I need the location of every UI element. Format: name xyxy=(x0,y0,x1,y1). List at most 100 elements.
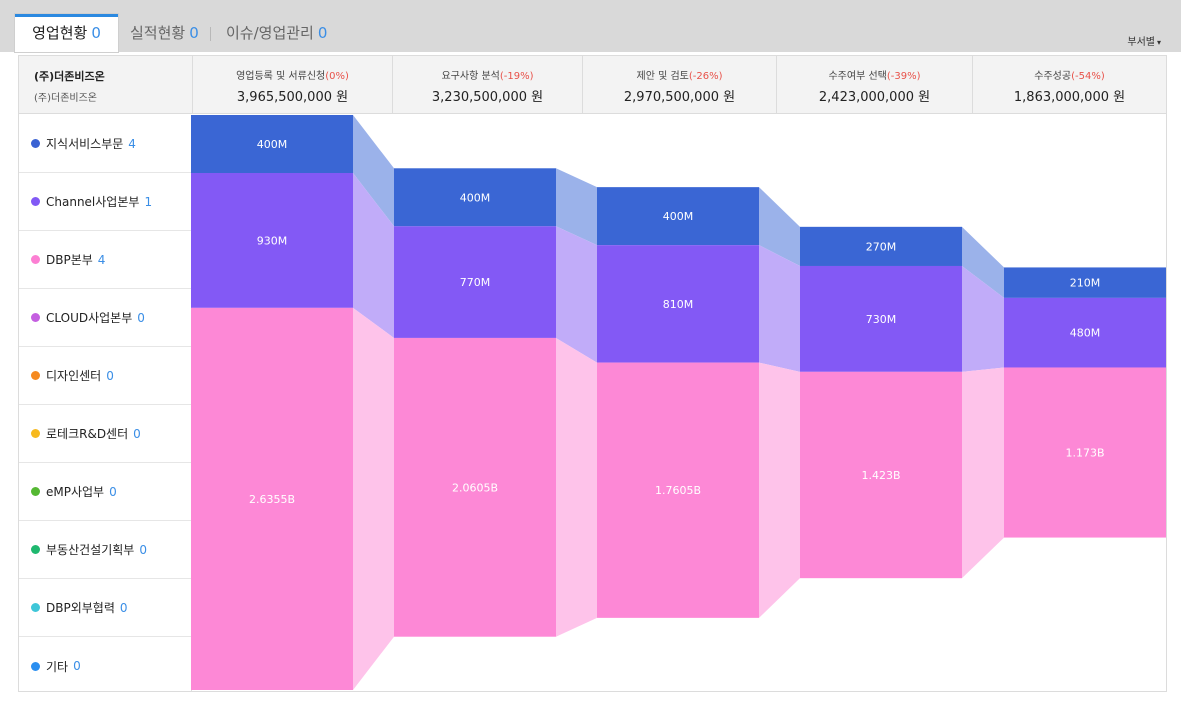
funnel-link xyxy=(556,168,597,246)
legend-item[interactable]: 기타 0 xyxy=(19,637,191,695)
department-filter-dropdown[interactable]: 부서별 ▾ xyxy=(1127,33,1161,48)
department-filter-label: 부서별 xyxy=(1127,37,1155,48)
top-tab-bar: 영업현황 0 실적현황 0 이슈/영업관리 0 부서별 ▾ xyxy=(0,0,1181,52)
stage-change-pct: (-26%) xyxy=(688,71,723,82)
legend-count: 0 xyxy=(106,368,114,383)
legend-item[interactable]: 로테크R&D센터 0 xyxy=(19,405,191,463)
segment-value-label: 400M xyxy=(663,210,694,223)
segment-value-label: 270M xyxy=(866,240,897,253)
legend-dot-icon xyxy=(31,313,40,322)
funnel-bar-segment[interactable] xyxy=(800,371,962,579)
funnel-link xyxy=(353,307,394,690)
funnel-link xyxy=(353,173,394,338)
funnel-bar-segment[interactable] xyxy=(1004,367,1166,538)
legend-label: 부동산건설기획부 xyxy=(46,543,135,557)
stage-change-pct: (-39%) xyxy=(886,71,921,82)
tab-performance-status-label: 실적현황 xyxy=(130,24,186,42)
funnel-link xyxy=(556,226,597,363)
stage-amount: 2,423,000,000 원 xyxy=(818,90,931,105)
legend-item[interactable]: 디자인센터 0 xyxy=(19,347,191,405)
legend-item[interactable]: eMP사업부 0 xyxy=(19,463,191,521)
segment-value-label: 400M xyxy=(257,138,288,151)
legend-count: 0 xyxy=(109,484,117,499)
segment-value-label: 1.173B xyxy=(1065,447,1104,460)
legend-label: CLOUD사업본부 xyxy=(46,311,133,325)
legend-item[interactable]: CLOUD사업본부 0 xyxy=(19,289,191,347)
legend-label: Channel사업본부 xyxy=(46,195,140,209)
legend-count: 0 xyxy=(133,426,141,441)
funnel-bar-segment[interactable] xyxy=(394,168,556,227)
stage-header-row: (주)더존비즈온 (주)더존비즈온 영업등록 및 서류신청(0%) 3,965,5… xyxy=(19,56,1166,114)
legend-label: 디자인센터 xyxy=(46,369,102,383)
stage-header-0: 영업등록 및 서류신청(0%) 3,965,500,000 원 xyxy=(192,56,392,114)
legend-dot-icon xyxy=(31,197,40,206)
legend-label: 지식서비스부문 xyxy=(46,137,124,151)
legend-label: eMP사업부 xyxy=(46,485,105,499)
segment-value-label: 770M xyxy=(460,276,491,289)
stage-label: 수주성공(-54%) xyxy=(973,67,1166,82)
legend-label: DBP외부협력 xyxy=(46,601,115,615)
segment-value-label: 210M xyxy=(1070,277,1101,290)
tab-issue-management-count: 0 xyxy=(317,24,328,42)
legend-label: DBP본부 xyxy=(46,253,93,267)
stage-label: 요구사항 분석(-19%) xyxy=(393,67,582,82)
stage-label: 영업등록 및 서류신청(0%) xyxy=(193,67,392,82)
segment-value-label: 1.423B xyxy=(861,469,900,482)
stage-header-4: 수주성공(-54%) 1,863,000,000 원 xyxy=(972,56,1166,114)
funnel-bar-segment[interactable] xyxy=(597,245,759,363)
funnel-bar-segment[interactable] xyxy=(800,265,962,372)
funnel-link xyxy=(962,367,1004,579)
funnel-bar-segment[interactable] xyxy=(597,362,759,618)
funnel-link xyxy=(556,337,597,637)
funnel-bar-segment[interactable] xyxy=(1004,267,1166,298)
stage-amount: 3,965,500,000 원 xyxy=(236,90,349,105)
stage-name: 영업등록 및 서류신청 xyxy=(236,71,326,82)
legend-count: 0 xyxy=(139,542,147,557)
funnel-bar-segment[interactable] xyxy=(191,115,353,174)
funnel-bar-segment[interactable] xyxy=(597,187,759,246)
legend-dot-icon xyxy=(31,545,40,554)
segment-value-label: 2.6355B xyxy=(249,493,295,506)
segment-value-label: 930M xyxy=(257,234,288,247)
legend-dot-icon xyxy=(31,603,40,612)
legend-item[interactable]: DBP본부 4 xyxy=(19,231,191,289)
stage-label: 수주여부 선택(-39%) xyxy=(777,67,972,82)
funnel-bar-segment[interactable] xyxy=(800,226,962,266)
legend-dot-icon xyxy=(31,139,40,148)
legend-count: 0 xyxy=(119,600,128,615)
segment-value-label: 2.0605B xyxy=(452,481,498,494)
funnel-bar-segment[interactable] xyxy=(1004,297,1166,368)
tab-sales-status[interactable]: 영업현황 0 xyxy=(15,14,118,52)
legend-item[interactable]: 지식서비스부문 4 xyxy=(19,115,191,173)
stage-amount: 1,863,000,000 원 xyxy=(1013,90,1126,105)
legend-dot-icon xyxy=(31,429,40,438)
legend-item[interactable]: 부동산건설기획부 0 xyxy=(19,521,191,579)
stage-change-pct: (-54%) xyxy=(1071,71,1105,82)
legend-item[interactable]: Channel사업본부 1 xyxy=(19,173,191,231)
legend-item[interactable]: DBP외부협력 0 xyxy=(19,579,191,637)
funnel-link xyxy=(759,187,800,266)
segment-value-label: 480M xyxy=(1070,327,1101,340)
tab-performance-status[interactable]: 실적현황 0 xyxy=(130,14,199,52)
legend-count: 4 xyxy=(128,136,136,151)
tab-sales-status-count: 0 xyxy=(91,24,101,42)
funnel-link xyxy=(759,245,800,372)
tab-divider xyxy=(210,27,211,41)
legend-dot-icon xyxy=(31,371,40,380)
funnel-bar-segment[interactable] xyxy=(394,226,556,338)
tab-issue-management[interactable]: 이슈/영업관리 0 xyxy=(226,14,327,52)
tab-issue-management-label: 이슈/영업관리 xyxy=(226,24,314,42)
stage-name: 수주성공 xyxy=(1034,71,1072,82)
legend-dot-icon xyxy=(31,487,40,496)
department-legend: 지식서비스부문 4 Channel사업본부 1 DBP본부 4 CLOUD사업본부 0 디자인센… xyxy=(19,115,192,691)
segment-value-label: 1.7605B xyxy=(655,484,701,497)
legend-count: 0 xyxy=(137,310,145,325)
funnel-bar-segment[interactable] xyxy=(394,337,556,637)
stage-amount: 3,230,500,000 원 xyxy=(431,90,544,105)
stage-header-2: 제안 및 검토(-26%) 2,970,500,000 원 xyxy=(582,56,776,114)
funnel-bar-segment[interactable] xyxy=(191,173,353,308)
stage-header-1: 요구사항 분석(-19%) 3,230,500,000 원 xyxy=(392,56,582,114)
funnel-chart: 400M 930M 2.6355B 400M 770M 2.0605B 400M 810M 1.… xyxy=(191,115,1166,690)
funnel-bar-segment[interactable] xyxy=(191,307,353,690)
stage-change-pct: (-19%) xyxy=(499,71,534,82)
